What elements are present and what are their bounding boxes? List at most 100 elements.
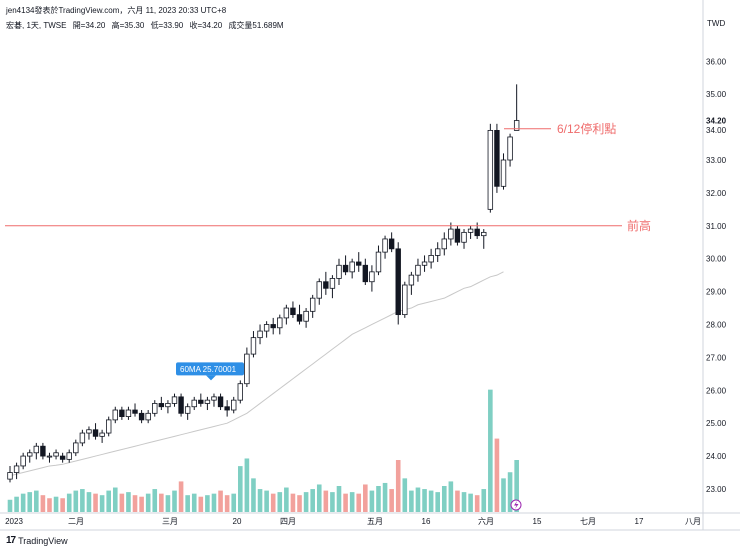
y-tick-label: 33.00 bbox=[706, 156, 727, 165]
low-value: 低=33.90 bbox=[150, 21, 184, 30]
y-tick-label: 34.00 bbox=[706, 126, 727, 135]
candle-body bbox=[283, 307, 290, 319]
x-tick-label: 17 bbox=[635, 517, 644, 526]
candle-body bbox=[336, 264, 342, 279]
volume-bar bbox=[382, 482, 388, 512]
candle-body bbox=[415, 264, 421, 276]
volume-bar bbox=[165, 495, 171, 512]
lightning-icon-bolt bbox=[514, 501, 519, 509]
volume-bar bbox=[34, 490, 39, 512]
candle-body bbox=[356, 261, 362, 266]
volume-bar bbox=[369, 490, 375, 512]
candle-body bbox=[40, 445, 46, 457]
candle-body bbox=[73, 442, 79, 454]
target-label: 6/12停利點 bbox=[557, 121, 616, 136]
volume-bar bbox=[178, 481, 184, 512]
candle-body bbox=[158, 403, 165, 408]
ma60-line bbox=[9, 271, 504, 477]
volume-bar bbox=[330, 492, 335, 512]
x-tick-label: 16 bbox=[422, 517, 431, 526]
volume-bar bbox=[376, 486, 381, 512]
volume-bar bbox=[172, 490, 177, 512]
candle-body bbox=[441, 238, 447, 250]
y-tick-label: 31.00 bbox=[706, 222, 727, 231]
candle-body bbox=[204, 399, 211, 404]
y-tick-label: 27.00 bbox=[706, 353, 727, 362]
candle-body bbox=[263, 324, 270, 332]
volume-bar bbox=[159, 493, 164, 512]
candle-body bbox=[106, 419, 112, 434]
candle-body bbox=[86, 429, 92, 434]
open-value: 開=34.20 bbox=[72, 21, 106, 30]
candle-body bbox=[7, 472, 13, 480]
candle-body bbox=[500, 159, 507, 187]
volume-bar bbox=[73, 490, 79, 512]
time-axis: 2023 二月 三月 20 四月 五月 16 六月 15 七月 17 八月 bbox=[5, 516, 701, 526]
volume-bar bbox=[66, 493, 72, 512]
symbol-legend: 宏碁, 1天, TWSE 開=34.20 高=35.30 低=33.90 收=3… bbox=[6, 20, 288, 31]
volume-value: 成交量51.689M bbox=[228, 21, 284, 30]
y-tick-label: 30.00 bbox=[706, 255, 727, 264]
volume-bar bbox=[422, 489, 427, 512]
volume-bar bbox=[343, 493, 348, 512]
current-price-label: 34.20 bbox=[706, 117, 727, 126]
volume-bar bbox=[488, 389, 493, 512]
volume-bar bbox=[428, 490, 434, 512]
volume-bar bbox=[198, 496, 204, 512]
volume-bar bbox=[448, 481, 454, 512]
volume-bar bbox=[323, 490, 329, 512]
volume-bar bbox=[126, 492, 131, 512]
candle-body bbox=[211, 396, 217, 401]
candle-body bbox=[53, 452, 59, 457]
volume-bar bbox=[53, 496, 59, 512]
y-tick-label: 32.00 bbox=[706, 189, 727, 198]
y-tick-label: 29.00 bbox=[706, 288, 727, 297]
volume-bar bbox=[461, 492, 467, 512]
x-tick-label: 五月 bbox=[367, 517, 383, 526]
candle-body bbox=[303, 310, 309, 322]
candle-body bbox=[257, 330, 263, 339]
candle-body bbox=[224, 406, 230, 411]
resistance-label: 前高 bbox=[627, 218, 651, 233]
candle-body bbox=[474, 228, 480, 237]
x-tick-label: 三月 bbox=[162, 517, 178, 526]
volume-bar bbox=[238, 466, 243, 512]
candle-body bbox=[375, 251, 382, 273]
candle-body bbox=[323, 281, 329, 289]
candle-body bbox=[342, 264, 349, 273]
volume-bar bbox=[14, 496, 19, 512]
candle-body bbox=[395, 248, 401, 316]
volume-bar bbox=[303, 492, 309, 512]
candles bbox=[7, 84, 520, 483]
volume-bar bbox=[80, 489, 85, 512]
candle-body bbox=[66, 452, 72, 460]
x-tick-label: 八月 bbox=[685, 517, 701, 526]
volume-bar bbox=[310, 489, 315, 512]
candle-body bbox=[448, 228, 454, 240]
x-tick-label: 七月 bbox=[580, 517, 596, 526]
volume-bar bbox=[356, 493, 362, 512]
candle-body bbox=[296, 314, 303, 322]
candle-body bbox=[408, 274, 415, 286]
candle-body bbox=[329, 278, 336, 289]
candle-body bbox=[270, 324, 276, 329]
candle-body bbox=[467, 228, 474, 233]
y-tick-label: 23.00 bbox=[706, 485, 727, 494]
volume-bar bbox=[119, 493, 125, 512]
candle-body bbox=[132, 409, 138, 414]
candle-body bbox=[59, 455, 66, 460]
volume-bar bbox=[336, 486, 342, 512]
candle-body bbox=[198, 399, 204, 404]
candle-body bbox=[316, 281, 322, 299]
x-tick-label: 二月 bbox=[68, 517, 84, 526]
candle-body bbox=[402, 284, 408, 316]
volume-bar bbox=[251, 478, 256, 512]
volume-bar bbox=[409, 490, 414, 512]
candle-body bbox=[112, 409, 118, 421]
candle-body bbox=[33, 445, 40, 454]
volume-bar bbox=[474, 495, 480, 512]
candle-body bbox=[217, 396, 224, 408]
volume-bar bbox=[99, 495, 105, 512]
volume-bar bbox=[139, 496, 144, 512]
